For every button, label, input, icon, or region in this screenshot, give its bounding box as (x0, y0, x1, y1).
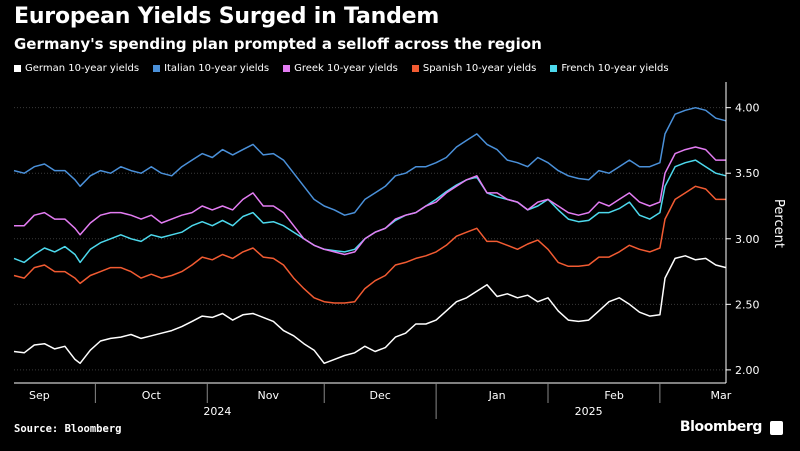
y-tick-label: 2.00 (735, 364, 760, 377)
legend-label-greek: Greek 10-year yields (294, 63, 398, 74)
series-line-spanish (13, 185, 726, 304)
y-axis-label: Percent (771, 199, 786, 248)
brand-mark-icon (770, 421, 783, 435)
x-tick-label: Dec (370, 389, 391, 402)
chart-title: European Yields Surged in Tandem (14, 4, 440, 29)
x-tick-label: Oct (142, 389, 162, 402)
legend-label-spanish: Spanish 10-year yields (422, 63, 537, 74)
series-line-greek (14, 146, 726, 256)
legend-label-german: German 10-year yields (25, 63, 140, 74)
legend-label-french: French 10-year yields (561, 63, 669, 74)
legend-label-italian: Italian 10-year yields (164, 63, 270, 74)
series-line-italian (13, 106, 727, 216)
legend: German 10-year yields Italian 10-year yi… (14, 63, 669, 74)
legend-item-spanish: Spanish 10-year yields (411, 63, 537, 74)
legend-item-french: French 10-year yields (550, 63, 669, 74)
year-label: 2025 (575, 405, 603, 418)
legend-swatch-spanish (411, 65, 419, 72)
gridlines (14, 107, 726, 371)
x-tick-label: Nov (258, 389, 280, 402)
y-tick-label: 3.00 (735, 233, 760, 246)
y-tick-label: 4.00 (735, 102, 760, 115)
y-axis: 2.00 2.50 3.00 3.50 4.00 (725, 82, 760, 383)
source-note: Source: Bloomberg (14, 423, 122, 435)
brand-logo: Bloomberg (679, 419, 763, 435)
legend-swatch-french (550, 65, 558, 72)
legend-item-greek: Greek 10-year yields (283, 63, 398, 74)
x-tick-label: Feb (604, 389, 623, 402)
legend-swatch-italian (153, 65, 161, 72)
legend-swatch-greek (283, 65, 291, 72)
chart-subtitle: Germany's spending plan prompted a sello… (14, 35, 542, 53)
y-tick-label: 2.50 (735, 298, 760, 311)
series-line-german (13, 255, 727, 365)
legend-swatch-german (14, 65, 21, 72)
y-tick-label: 3.50 (735, 167, 760, 180)
series-lines (13, 106, 727, 365)
series-line-french (13, 159, 727, 264)
x-axis: Sep Oct Nov Dec Jan Feb Mar 2024 2025 (14, 382, 732, 419)
x-tick-label: Mar (711, 389, 732, 402)
x-tick-label: Sep (29, 389, 50, 402)
legend-item-italian: Italian 10-year yields (153, 63, 269, 74)
legend-item-german: German 10-year yields (14, 63, 139, 74)
x-tick-label: Jan (488, 389, 506, 402)
year-label: 2024 (203, 405, 231, 418)
